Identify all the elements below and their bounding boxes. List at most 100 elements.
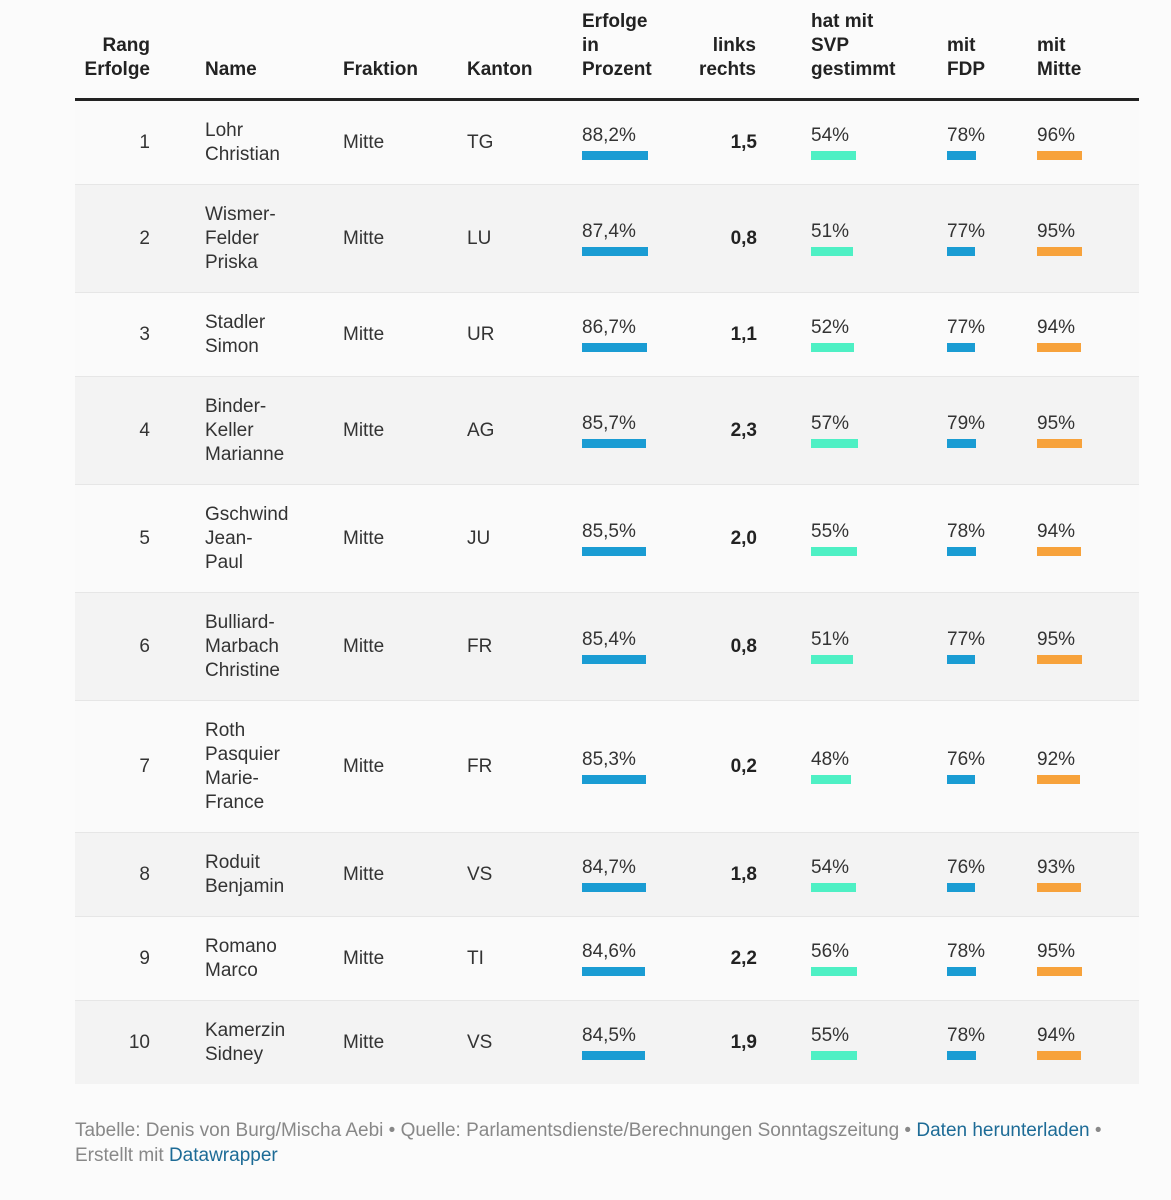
rank-cell-text: 9 (139, 947, 150, 969)
fraktion-cell: Mitte (343, 701, 384, 832)
mitte-cell: 94% (1037, 485, 1082, 592)
rank-cell: 8 (75, 833, 150, 916)
fraktion-cell: Mitte (343, 293, 384, 376)
rank-cell-text: 6 (139, 635, 150, 657)
name-cell: Gschwind Jean- Paul (205, 485, 315, 592)
download-data-link[interactable]: Daten herunterladen (916, 1120, 1090, 1141)
kanton-cell-text: VS (467, 863, 493, 885)
svp-value-label: 56% (811, 941, 850, 962)
header-fraktion[interactable]: Fraktion (343, 58, 418, 82)
links-rechts-cell: 1,1 (675, 293, 757, 376)
rank-cell: 10 (75, 1001, 150, 1084)
header-erfolge-line: in (582, 35, 599, 56)
kanton-cell-text: JU (467, 527, 491, 549)
kanton-cell: LU (467, 185, 491, 292)
header-rank[interactable]: Rang Erfolge (75, 34, 150, 82)
links-rechts-cell-text: 2,2 (730, 947, 757, 969)
fdp-value-label: 78% (947, 125, 986, 146)
erfolge-bar (582, 655, 647, 664)
chart-footer: Tabelle: Denis von Burg/Mischa Aebi • Qu… (75, 1118, 1139, 1168)
header-kanton[interactable]: Kanton (467, 58, 532, 82)
svp-value-label: 55% (811, 1025, 850, 1046)
erfolge-bar (582, 439, 647, 448)
name-cell: Kamerzin Sidney (205, 1001, 315, 1084)
mitte-value-label: 93% (1037, 857, 1076, 878)
fraktion-cell: Mitte (343, 377, 384, 484)
links-rechts-cell: 2,3 (675, 377, 757, 484)
fdp-bar (947, 655, 976, 664)
mitte-cell: 95% (1037, 593, 1082, 700)
svp-value-label: 51% (811, 221, 850, 242)
table-row: 5 Gschwind Jean- Paul Mitte JU 85,5% 2,0 55% 78… (75, 485, 1139, 593)
fdp-bar (947, 883, 976, 892)
name-cell-text: Bulliard- Marbach Christine (205, 611, 280, 681)
kanton-cell: AG (467, 377, 494, 484)
header-mitte-line: mit (1037, 35, 1066, 56)
erfolge-bar (582, 151, 649, 160)
header-name[interactable]: Name (205, 58, 257, 82)
kanton-cell: TI (467, 917, 484, 1000)
mitte-bar (1037, 967, 1082, 976)
fraktion-cell-text: Mitte (343, 1031, 385, 1053)
fdp-bar (947, 1051, 976, 1060)
fdp-value-label: 78% (947, 521, 986, 542)
mitte-value-label: 95% (1037, 941, 1076, 962)
header-lr[interactable]: links rechts (675, 34, 756, 82)
mitte-cell: 93% (1037, 833, 1081, 916)
header-fdp-line: FDP (947, 59, 985, 80)
erfolge-value-label: 84,7% (582, 857, 636, 878)
header-lr-line: rechts (698, 59, 756, 80)
fdp-cell: 77% (947, 593, 985, 700)
name-cell-text: Stadler Simon (205, 311, 266, 357)
svp-bar (811, 151, 856, 160)
erfolge-cell: 85,3% (582, 701, 646, 832)
datawrapper-link[interactable]: Datawrapper (168, 1145, 278, 1166)
header-name-line: Name (205, 59, 257, 80)
header-svp[interactable]: hat mit SVP gestimmt (811, 10, 895, 82)
table-row: 1 Lohr Christian Mitte TG 88,2% 1,5 54% 78% 96% (75, 101, 1139, 185)
name-cell: Bulliard- Marbach Christine (205, 593, 315, 700)
fdp-value-label: 79% (947, 413, 986, 434)
footer-credits: Tabelle: Denis von Burg/Mischa Aebi • Qu… (75, 1120, 917, 1141)
fraktion-cell-text: Mitte (343, 755, 385, 777)
mitte-bar (1037, 247, 1082, 256)
svp-bar (811, 967, 858, 976)
fdp-cell: 79% (947, 377, 985, 484)
header-svp-line: hat mit (811, 11, 874, 32)
erfolge-value-label: 88,2% (582, 125, 636, 146)
svp-cell: 48% (811, 701, 851, 832)
erfolge-value-label: 85,4% (582, 629, 636, 650)
links-rechts-cell-text: 2,0 (730, 527, 757, 549)
mitte-bar (1037, 775, 1081, 784)
links-rechts-cell: 0,8 (675, 185, 757, 292)
rank-cell: 7 (75, 701, 150, 832)
svp-bar (811, 883, 856, 892)
fdp-cell: 78% (947, 1001, 985, 1084)
svp-cell: 51% (811, 185, 854, 292)
rank-cell: 3 (75, 293, 150, 376)
header-mitte[interactable]: mit Mitte (1037, 34, 1081, 82)
svp-cell: 54% (811, 833, 856, 916)
svp-bar (811, 775, 851, 784)
name-cell: Romano Marco (205, 917, 315, 1000)
kanton-cell: FR (467, 701, 492, 832)
name-cell: Roduit Benjamin (205, 833, 315, 916)
kanton-cell-text: FR (467, 635, 493, 657)
name-cell-text: Wismer- Felder Priska (205, 203, 276, 273)
svp-bar (811, 247, 854, 256)
header-rank-line: Erfolge (84, 59, 150, 80)
fdp-bar (947, 439, 977, 448)
svp-bar (811, 547, 857, 556)
fdp-cell: 77% (947, 185, 985, 292)
erfolge-bar (582, 775, 646, 784)
erfolge-value-label: 87,4% (582, 221, 636, 242)
header-fdp[interactable]: mit FDP (947, 34, 985, 82)
rank-cell: 9 (75, 917, 150, 1000)
header-erfolge[interactable]: Erfolge in Prozent (582, 10, 652, 82)
fdp-value-label: 78% (947, 1025, 986, 1046)
table-row: 3 Stadler Simon Mitte UR 86,7% 1,1 52% 77% 94% (75, 293, 1139, 377)
fraktion-cell: Mitte (343, 485, 384, 592)
links-rechts-cell-text: 1,5 (730, 131, 757, 153)
links-rechts-cell-text: 0,8 (730, 635, 757, 657)
kanton-cell-text: TI (467, 947, 484, 969)
